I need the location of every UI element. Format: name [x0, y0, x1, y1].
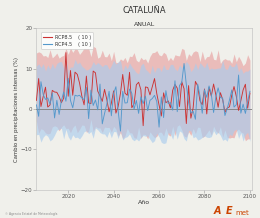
Text: A: A — [213, 206, 221, 216]
Text: E: E — [226, 206, 233, 216]
Legend: RCP8.5    ( 10 ), RCP4.5    ( 10 ): RCP8.5 ( 10 ), RCP4.5 ( 10 ) — [41, 32, 93, 49]
Text: ANUAL: ANUAL — [134, 22, 155, 27]
Text: CATALUÑA: CATALUÑA — [122, 7, 166, 15]
Text: © Agencia Estatal de Meteorología: © Agencia Estatal de Meteorología — [5, 212, 57, 216]
Y-axis label: Cambio en precipitaciones intensas (%): Cambio en precipitaciones intensas (%) — [14, 56, 19, 162]
Text: met: met — [235, 210, 249, 216]
X-axis label: Año: Año — [138, 200, 150, 205]
